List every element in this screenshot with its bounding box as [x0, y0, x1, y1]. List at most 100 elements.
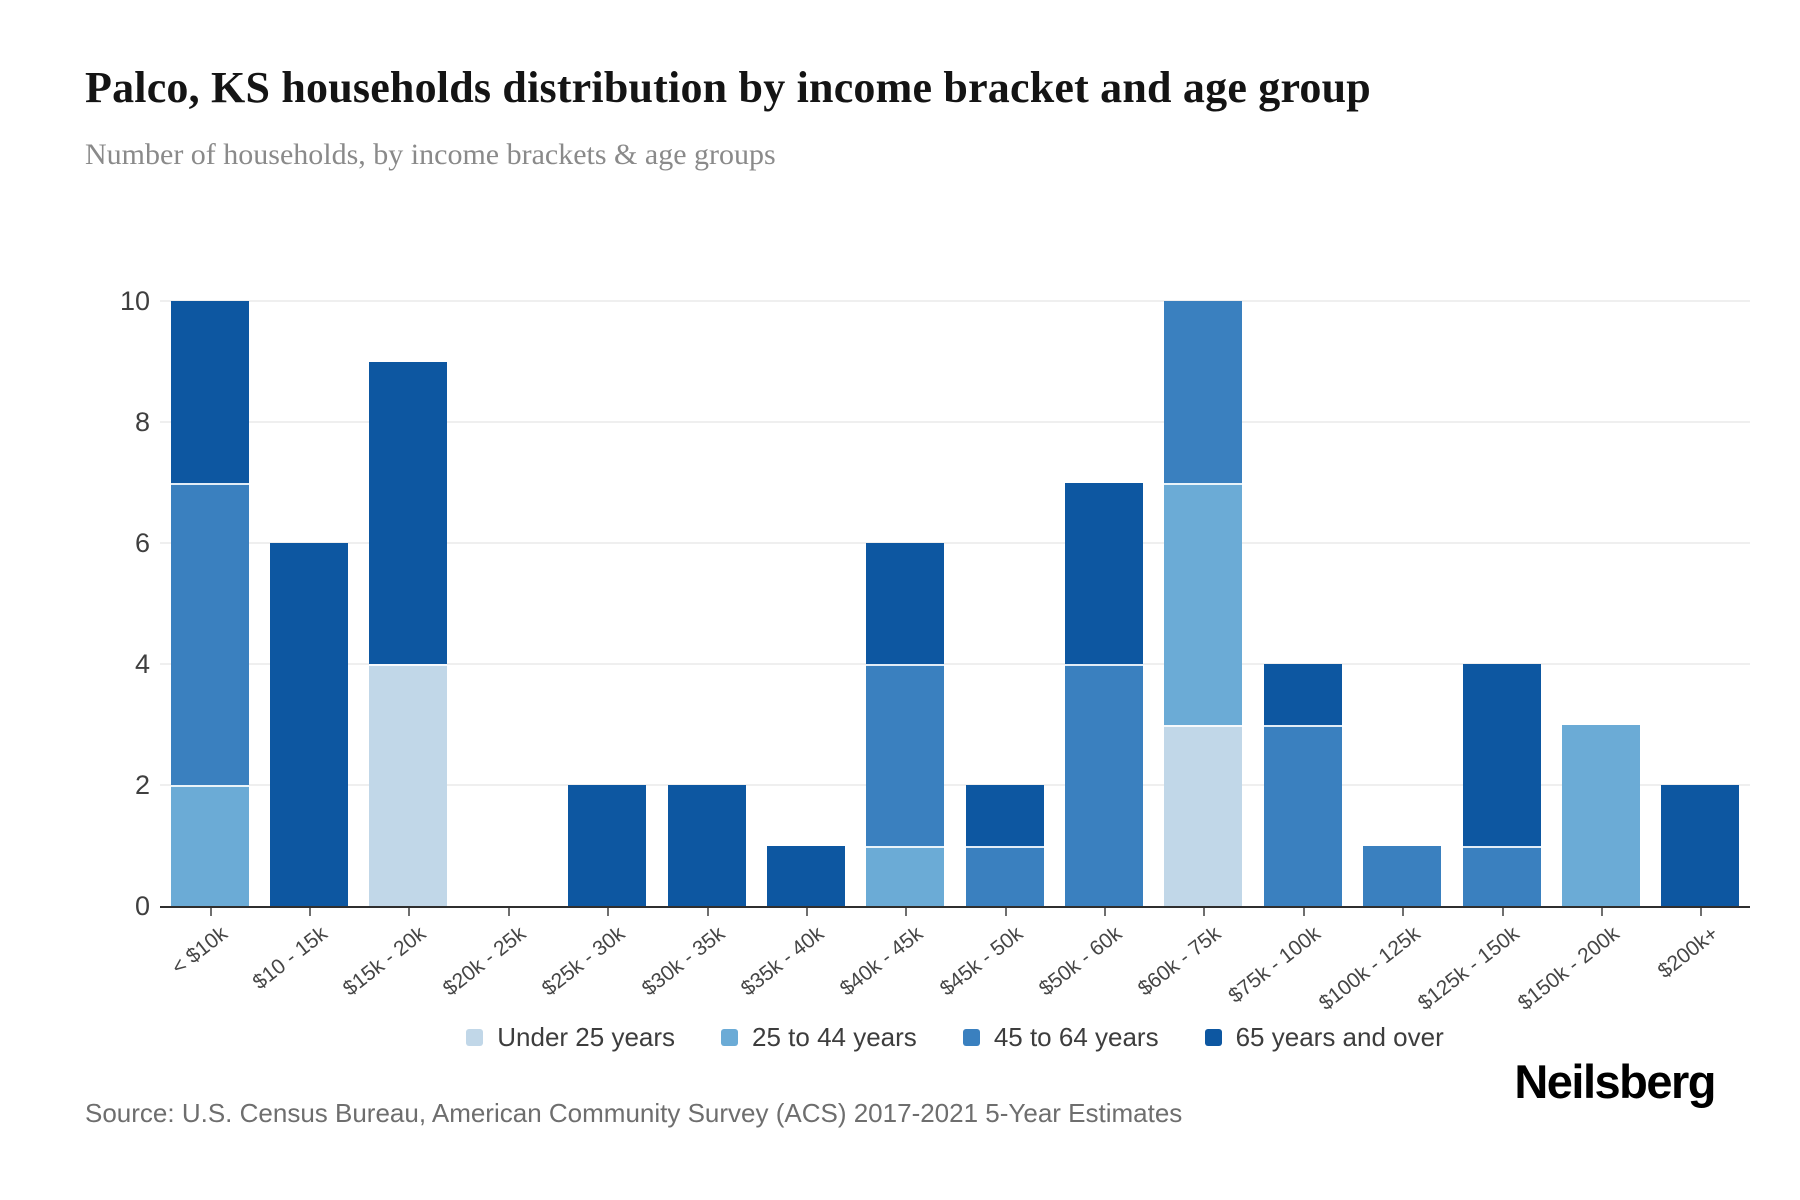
- stacked-bar: [1661, 785, 1740, 906]
- bar-group: $75k - 100k: [1224, 303, 1352, 1008]
- bar-segment: [369, 664, 448, 906]
- stacked-bar: [1263, 664, 1342, 906]
- x-axis-tick: [607, 908, 610, 916]
- x-axis-label: $125k - 150k: [1413, 922, 1524, 1015]
- legend-item: 25 to 44 years: [721, 1022, 917, 1053]
- y-axis-tick-label: 0: [134, 891, 150, 921]
- bar-segment: [1065, 664, 1144, 906]
- bar-segment: [170, 301, 249, 483]
- stacked-bar: [766, 845, 845, 906]
- x-axis-tick: [1302, 908, 1305, 916]
- stacked-bar: [1164, 301, 1243, 906]
- legend-label: Under 25 years: [497, 1022, 676, 1052]
- bar-group: $200k+: [1651, 303, 1750, 983]
- x-axis-label: $35k - 40k: [736, 922, 829, 1001]
- x-axis-label: $15k - 20k: [339, 922, 431, 1001]
- x-axis-label: $50k - 60k: [1034, 922, 1127, 1001]
- bar-segment: [965, 845, 1044, 906]
- x-axis-label: $45k - 50k: [935, 922, 1027, 1001]
- gridline: [160, 542, 1750, 544]
- gridline: [160, 784, 1750, 786]
- neilsberg-logo: Neilsberg: [1514, 1055, 1716, 1108]
- x-axis-label: $10 - 15k: [248, 922, 332, 995]
- gridline: [160, 663, 1750, 665]
- x-axis-label: $100k - 125k: [1314, 922, 1425, 1015]
- x-axis-tick: [507, 908, 510, 916]
- x-axis-label: $200k+: [1653, 922, 1723, 983]
- x-axis-tick: [1004, 908, 1007, 916]
- bar-segment: [270, 543, 349, 906]
- legend: Under 25 years 25 to 44 years 45 to 64 yea…: [160, 1022, 1750, 1053]
- x-axis-tick: [805, 908, 808, 916]
- x-axis-tick: [1402, 908, 1405, 916]
- gridline: [160, 300, 1750, 302]
- bar-segment: [1561, 724, 1640, 906]
- bar-segment: [1263, 724, 1342, 906]
- stacked-bar: [568, 785, 647, 906]
- bar-segment: [866, 664, 945, 846]
- legend-item: 45 to 64 years: [962, 1022, 1159, 1053]
- x-axis-tick: [408, 908, 411, 916]
- gridline: [160, 421, 1750, 423]
- stacked-bar: [270, 543, 349, 906]
- x-axis-label: $40k - 45k: [836, 922, 928, 1001]
- plot-area: < $10k $10 - 15k $15k - 20k $20k - 25k $25k …: [160, 300, 1750, 1015]
- bar-group: $150k - 200k: [1513, 303, 1650, 1015]
- bar-segment: [1263, 664, 1342, 725]
- bar-group: $30k - 35k: [637, 303, 756, 1000]
- bar-group: $50k - 60k: [1035, 303, 1153, 1000]
- x-axis-label: $30k - 35k: [637, 922, 729, 1001]
- stacked-bar: [866, 543, 945, 906]
- legend-label: 65 years and over: [1235, 1022, 1444, 1052]
- bar-segment: [1661, 785, 1740, 906]
- legend-label: 25 to 44 years: [752, 1022, 917, 1052]
- bar-segment: [1164, 724, 1243, 906]
- y-axis-tick-label: 2: [134, 770, 150, 800]
- legend-swatch: [962, 1029, 980, 1046]
- x-axis-tick: [209, 908, 212, 916]
- bar-segment: [1164, 301, 1243, 483]
- bar-group: $20k - 25k: [439, 303, 557, 1000]
- stacked-bar: [170, 301, 249, 906]
- bar-group: $60k - 75k: [1134, 301, 1253, 1000]
- bar-group: $25k - 30k: [538, 303, 657, 1000]
- bar-segment: [369, 361, 448, 664]
- bar-segment: [1164, 482, 1243, 725]
- bar-segment: [766, 845, 845, 906]
- x-axis-tick: [1700, 908, 1703, 916]
- x-axis-label: $20k - 25k: [438, 922, 530, 1001]
- bar-group: $100k - 125k: [1315, 303, 1452, 1015]
- stacked-bar: [965, 785, 1044, 906]
- legend-item: 65 years and over: [1204, 1022, 1444, 1053]
- bar-segment: [170, 785, 249, 906]
- legend-swatch: [721, 1029, 739, 1046]
- x-axis-label: < $10k: [167, 922, 232, 980]
- x-axis-label: $75k - 100k: [1224, 922, 1325, 1008]
- x-axis-tick: [1501, 908, 1504, 916]
- stacked-bar: [1462, 664, 1541, 906]
- y-axis-tick-label: 6: [134, 528, 150, 558]
- stacked-bar: [1363, 845, 1442, 906]
- page-title: Palco, KS households distribution by inc…: [85, 63, 1371, 112]
- bar-group: $45k - 50k: [935, 303, 1054, 1000]
- x-axis-label: $25k - 30k: [537, 922, 630, 1001]
- x-axis-tick: [1203, 908, 1206, 916]
- x-axis-tick: [1600, 908, 1603, 916]
- legend-label: 45 to 64 years: [993, 1022, 1159, 1052]
- x-axis-tick: [706, 908, 709, 916]
- bar-group: $10 - 15k: [248, 303, 358, 994]
- y-axis-tick-label: 10: [119, 286, 150, 316]
- x-axis-tick: [309, 908, 312, 916]
- bar-segment: [1462, 664, 1541, 846]
- y-axis: 0 2 4 6 8 10: [50, 288, 150, 920]
- bar-segment: [1363, 845, 1442, 906]
- x-axis-label: $60k - 75k: [1134, 922, 1226, 1001]
- stacked-bar: [1065, 482, 1144, 906]
- source-note: Source: U.S. Census Bureau, American Com…: [85, 1098, 1183, 1128]
- bar-segment: [667, 785, 746, 906]
- bar-segment: [170, 482, 249, 785]
- y-axis-tick-label: 4: [134, 649, 150, 679]
- stacked-bar: [1561, 724, 1640, 906]
- stacked-bar: [667, 785, 746, 906]
